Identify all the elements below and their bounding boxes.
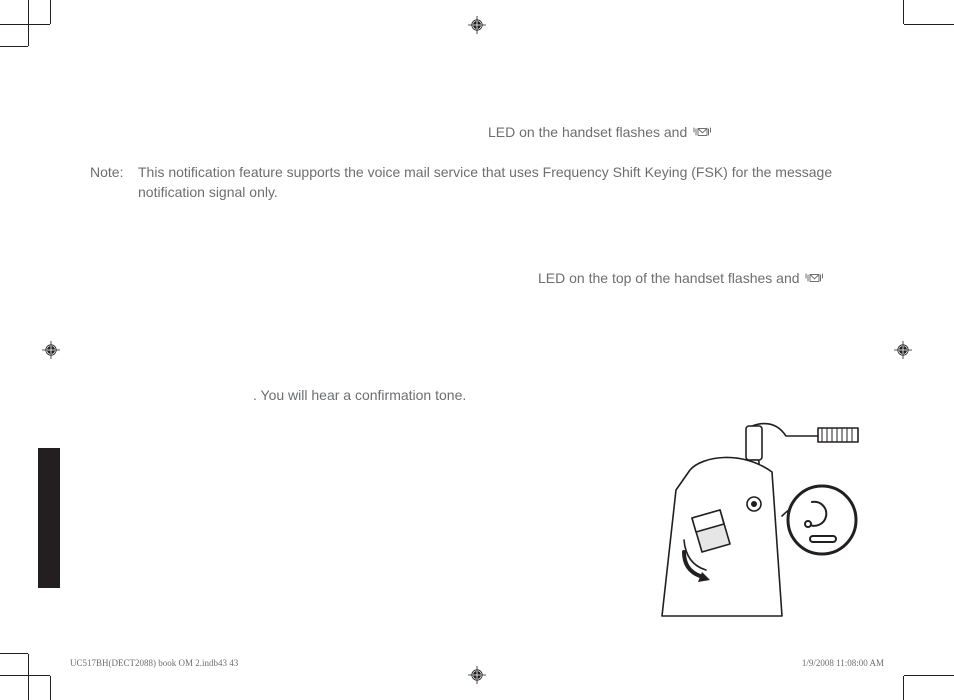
headset-clip-illustration [632, 420, 862, 620]
registration-mark-icon [468, 666, 486, 684]
crop-mark [0, 24, 50, 25]
crop-mark [50, 676, 51, 700]
footer: UC517BH(DECT2088) book OM 2.indb43 43 1/… [70, 658, 884, 668]
crop-mark [0, 653, 28, 654]
crop-mark [28, 0, 29, 46]
voicemail-icon [693, 124, 711, 144]
footer-right: 1/9/2008 11:08:00 AM [802, 658, 884, 668]
registration-mark-icon [468, 16, 486, 34]
crop-mark [904, 675, 954, 676]
text-line: LED on the handset flashes and [488, 122, 711, 144]
voicemail-icon [805, 270, 823, 290]
crop-mark [903, 0, 904, 24]
footer-left: UC517BH(DECT2088) book OM 2.indb43 43 [70, 658, 238, 668]
crop-mark [28, 654, 29, 700]
text-line: . You will hear a confirmation tone. [253, 385, 466, 405]
text-line: LED on the top of the handset flashes an… [538, 268, 823, 290]
body-text: . You will hear a confirmation tone. [253, 387, 466, 403]
body-text: LED on the handset flashes and [488, 124, 687, 140]
note-label: Note: [90, 162, 138, 203]
section-tab [38, 448, 60, 588]
crop-mark [903, 676, 904, 700]
note-block: Note: This notification feature supports… [90, 162, 848, 203]
body-text: LED on the top of the handset flashes an… [538, 270, 800, 286]
crop-mark [0, 675, 50, 676]
crop-mark [904, 24, 954, 25]
crop-mark [50, 0, 51, 24]
page: LED on the handset flashes and Note: Thi… [0, 0, 954, 700]
crop-mark [0, 46, 28, 47]
note-text: This notification feature supports the v… [138, 162, 848, 203]
registration-mark-icon [42, 341, 60, 359]
registration-mark-icon [894, 341, 912, 359]
